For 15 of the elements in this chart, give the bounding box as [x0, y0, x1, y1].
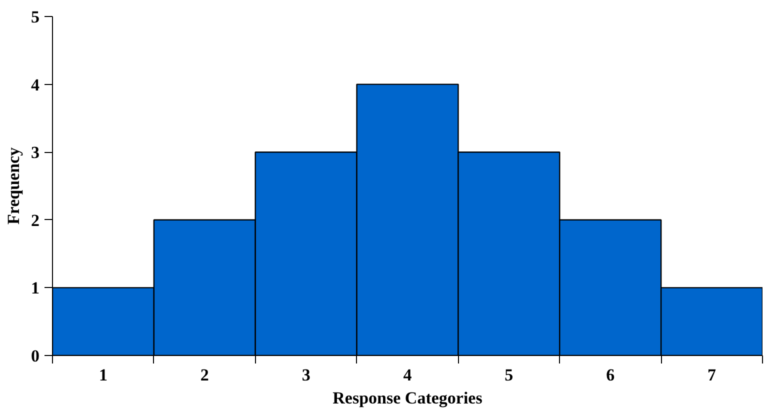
x-tick-label: 5 [504, 366, 514, 384]
x-tick-label: 6 [606, 366, 615, 384]
y-axis-title: Frequency [4, 146, 23, 225]
y-tick-label: 4 [31, 75, 40, 94]
x-tick-label: 4 [403, 366, 412, 384]
y-tick-label: 3 [31, 143, 40, 162]
x-axis-title: Response Categories [332, 388, 483, 408]
y-tick-label: 5 [31, 8, 40, 26]
x-tick-label: 2 [200, 366, 209, 384]
x-tick-label: 7 [708, 366, 717, 384]
y-tick-label: 1 [31, 278, 40, 298]
y-tick-label: 2 [31, 210, 40, 230]
y-tick-label: 0 [31, 346, 40, 366]
x-tick-label: 1 [98, 366, 108, 384]
x-tick-label: 3 [302, 366, 310, 384]
